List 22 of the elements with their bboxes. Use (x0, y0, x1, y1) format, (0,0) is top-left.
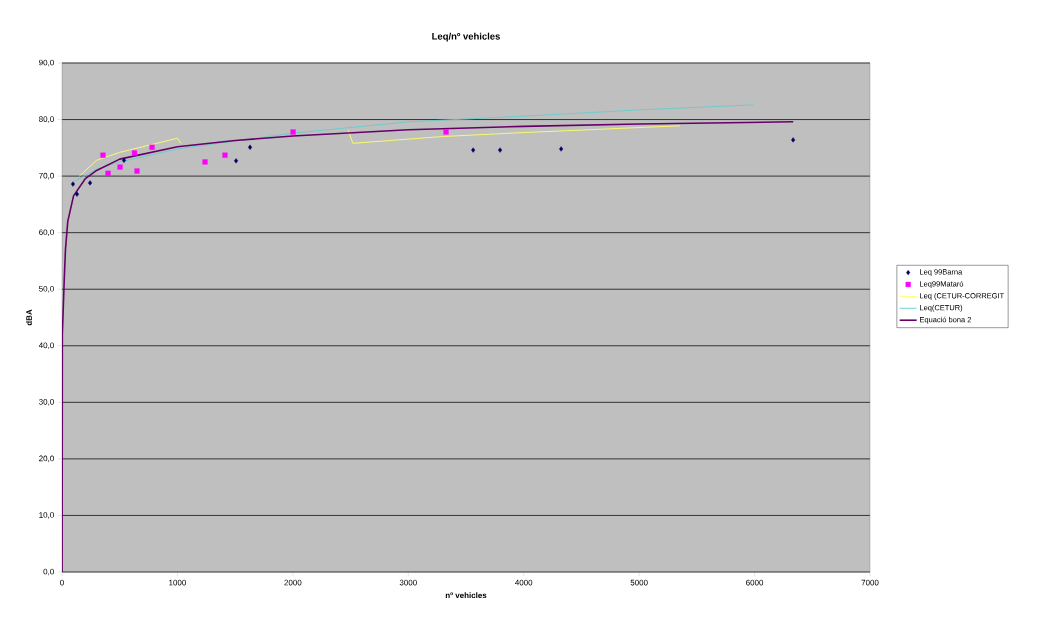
point (791, 137, 796, 143)
line-series (62, 121, 795, 572)
point (70, 181, 75, 187)
point (202, 159, 208, 165)
point (75, 191, 79, 197)
point (88, 180, 93, 186)
point (117, 164, 123, 170)
point (234, 158, 239, 164)
point (134, 168, 140, 174)
point (248, 144, 253, 150)
point (149, 144, 155, 150)
point (559, 146, 564, 152)
point (121, 157, 126, 163)
point (131, 150, 138, 156)
point (100, 152, 106, 158)
point (498, 147, 503, 153)
point (222, 152, 228, 158)
point (290, 129, 296, 135)
point (471, 147, 476, 153)
chart-title: Leq/nº vehicles (432, 32, 500, 42)
point (443, 129, 449, 135)
point (105, 170, 111, 176)
